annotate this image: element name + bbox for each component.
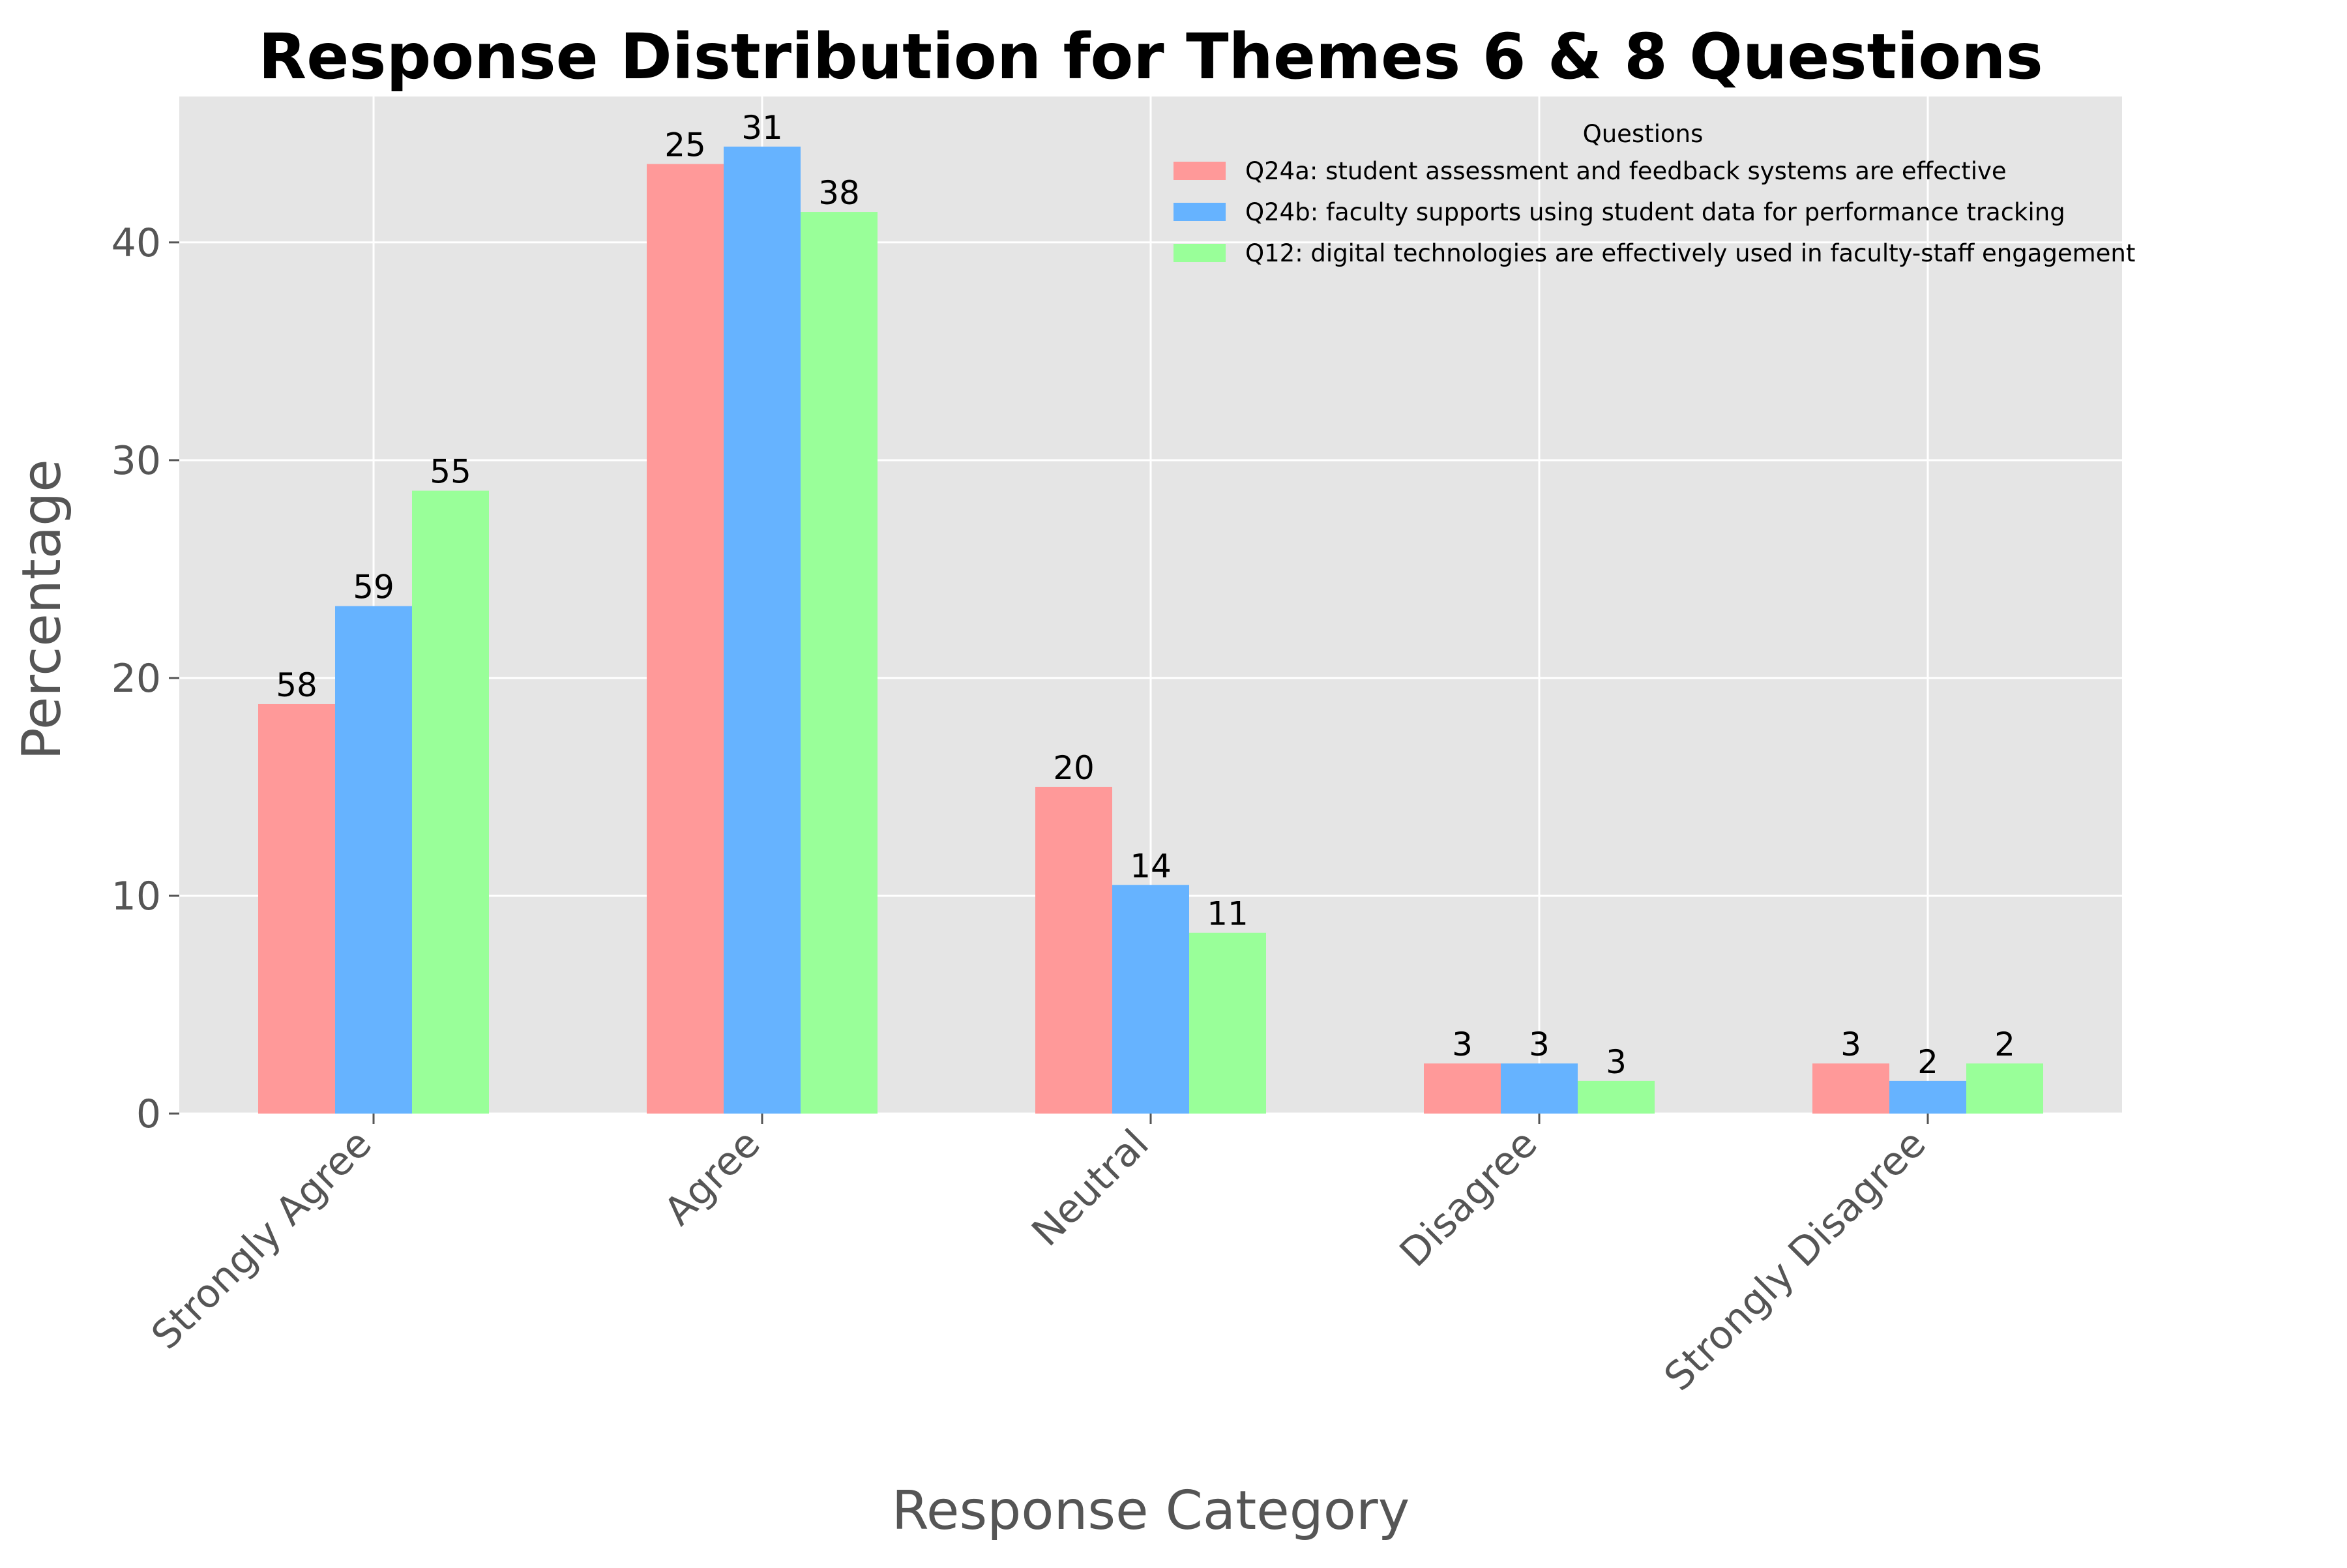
bar-value-label: 20 [1053,749,1095,787]
bar [1812,1063,1889,1114]
x-axis: Strongly Agree Agree Neutral Disagree Strong… [143,1114,1935,1400]
legend-swatch [1174,203,1226,221]
x-tick-label: Strongly Agree [143,1121,380,1358]
bar [1501,1063,1578,1114]
bar-value-label: 58 [276,666,317,704]
y-tick-label: 0 [136,1091,161,1137]
bar [1112,885,1189,1114]
bar [1424,1063,1501,1114]
chart-title: Response Distribution for Themes 6 & 8 Q… [258,20,2043,93]
bar [258,703,335,1114]
x-tick-label: Agree [655,1121,769,1234]
bar [1966,1063,2043,1114]
bar-value-label: 25 [664,126,706,164]
bar [724,146,801,1114]
value-labels-group: 58 25 20 3 3 59 31 14 3 2 55 38 11 3 2 [276,109,2015,1081]
x-tick-label: Disagree [1391,1121,1546,1276]
x-axis-label: Response Category [892,1480,1410,1542]
legend-swatch [1174,162,1226,180]
legend-entry-label: Q24a: student assessment and feedback sy… [1245,157,2007,185]
legend-swatch [1174,244,1226,262]
bar-value-label: 11 [1207,895,1248,933]
y-axis: 0 10 20 30 40 [111,220,179,1137]
legend-entry-label: Q12: digital technologies are effectivel… [1245,239,2135,267]
bar-value-label: 59 [353,569,394,606]
y-tick-label: 10 [111,874,161,919]
bar-value-label: 55 [430,453,471,491]
legend: Questions Q24a: student assessment and f… [1174,120,2135,267]
bar [1889,1080,1966,1114]
bar-value-label: 3 [1529,1026,1550,1063]
bar [801,212,878,1114]
x-tick-label: Strongly Disagree [1656,1121,1935,1400]
y-tick-label: 40 [111,220,161,266]
x-tick-label: Neutral [1024,1121,1158,1255]
bar-value-label: 38 [818,174,860,212]
y-tick-label: 20 [111,656,161,702]
bar [335,606,412,1114]
bar [1578,1080,1655,1114]
bar-value-label: 14 [1130,847,1172,885]
bar-value-label: 31 [741,109,783,147]
bar [1035,786,1112,1114]
bar [647,164,724,1114]
legend-title: Questions [1583,120,1704,148]
bars-group [258,146,2043,1114]
bar-value-label: 3 [1840,1026,1861,1063]
legend-entry-label: Q24b: faculty supports using student dat… [1245,198,2065,226]
bar-value-label: 3 [1606,1043,1627,1081]
bar [412,490,489,1114]
bar-value-label: 3 [1452,1026,1473,1063]
bar [1189,932,1266,1114]
bar-value-label: 2 [1917,1043,1938,1081]
y-axis-label: Percentage [11,459,73,760]
bar-value-label: 2 [1994,1026,2015,1063]
y-tick-label: 30 [111,438,161,484]
